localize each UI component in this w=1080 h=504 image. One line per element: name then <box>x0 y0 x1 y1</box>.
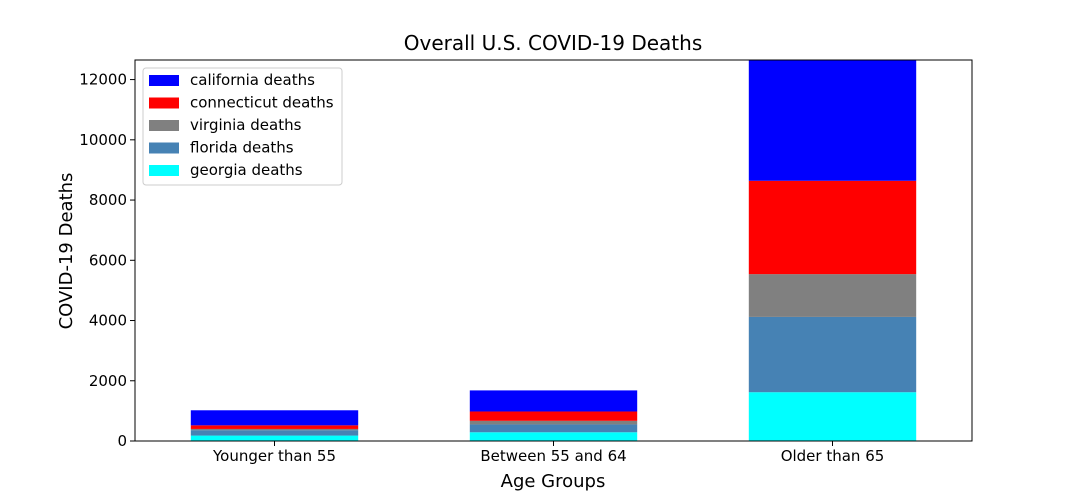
legend-swatch <box>149 165 179 176</box>
axes-group: Younger than 55 Between 55 and 64 Older th… <box>79 59 973 465</box>
y-axis-label: COVID-19 Deaths <box>56 173 77 330</box>
y-tick-label: 4000 <box>89 312 127 330</box>
bar-florida-deaths-0 <box>190 430 359 436</box>
legend-swatch <box>149 75 179 86</box>
bar-virginia-deaths-2 <box>748 274 917 317</box>
bar-california-deaths-2 <box>748 60 917 181</box>
bar-georgia-deaths-1 <box>469 432 638 441</box>
y-tick-label: 10000 <box>79 131 127 149</box>
bar-connecticut-deaths-1 <box>469 411 638 421</box>
plot-frame <box>134 59 973 442</box>
x-axis-label: Age Groups <box>501 471 606 492</box>
chart-title: Overall U.S. COVID-19 Deaths <box>404 31 703 55</box>
legend-frame <box>142 67 343 186</box>
bar-georgia-deaths-0 <box>190 435 359 441</box>
legend-entry: virginia deaths <box>190 116 302 134</box>
x-tick-label: Younger than 55 <box>212 447 336 465</box>
y-tick-label: 6000 <box>89 251 127 269</box>
legend-swatch <box>149 120 179 131</box>
bar-california-deaths-0 <box>190 410 359 426</box>
bar-connecticut-deaths-2 <box>748 180 917 275</box>
bar-florida-deaths-2 <box>748 316 917 393</box>
y-tick-label: 2000 <box>89 372 127 390</box>
y-tick-label: 0 <box>117 432 127 450</box>
legend-swatch <box>149 142 179 154</box>
bar-georgia-deaths-2 <box>748 392 917 441</box>
legend-entry: connecticut deaths <box>190 94 334 112</box>
bars-group <box>190 60 917 441</box>
legend-entry: georgia deaths <box>190 161 303 179</box>
legend-entry: california deaths <box>190 71 315 89</box>
legend-entry: florida deaths <box>190 139 294 157</box>
bar-connecticut-deaths-0 <box>190 425 359 429</box>
bar-virginia-deaths-1 <box>469 420 638 425</box>
bar-california-deaths-1 <box>469 390 638 412</box>
legend: california deaths connecticut deaths virgi… <box>142 67 343 186</box>
y-tick-label: 8000 <box>89 191 127 209</box>
x-tick-label: Older than 65 <box>781 447 885 465</box>
x-tick-label: Between 55 and 64 <box>480 447 626 465</box>
bar-florida-deaths-1 <box>469 424 638 433</box>
legend-swatch <box>149 97 179 109</box>
bar-virginia-deaths-0 <box>190 428 359 431</box>
y-tick-label: 12000 <box>79 71 127 89</box>
